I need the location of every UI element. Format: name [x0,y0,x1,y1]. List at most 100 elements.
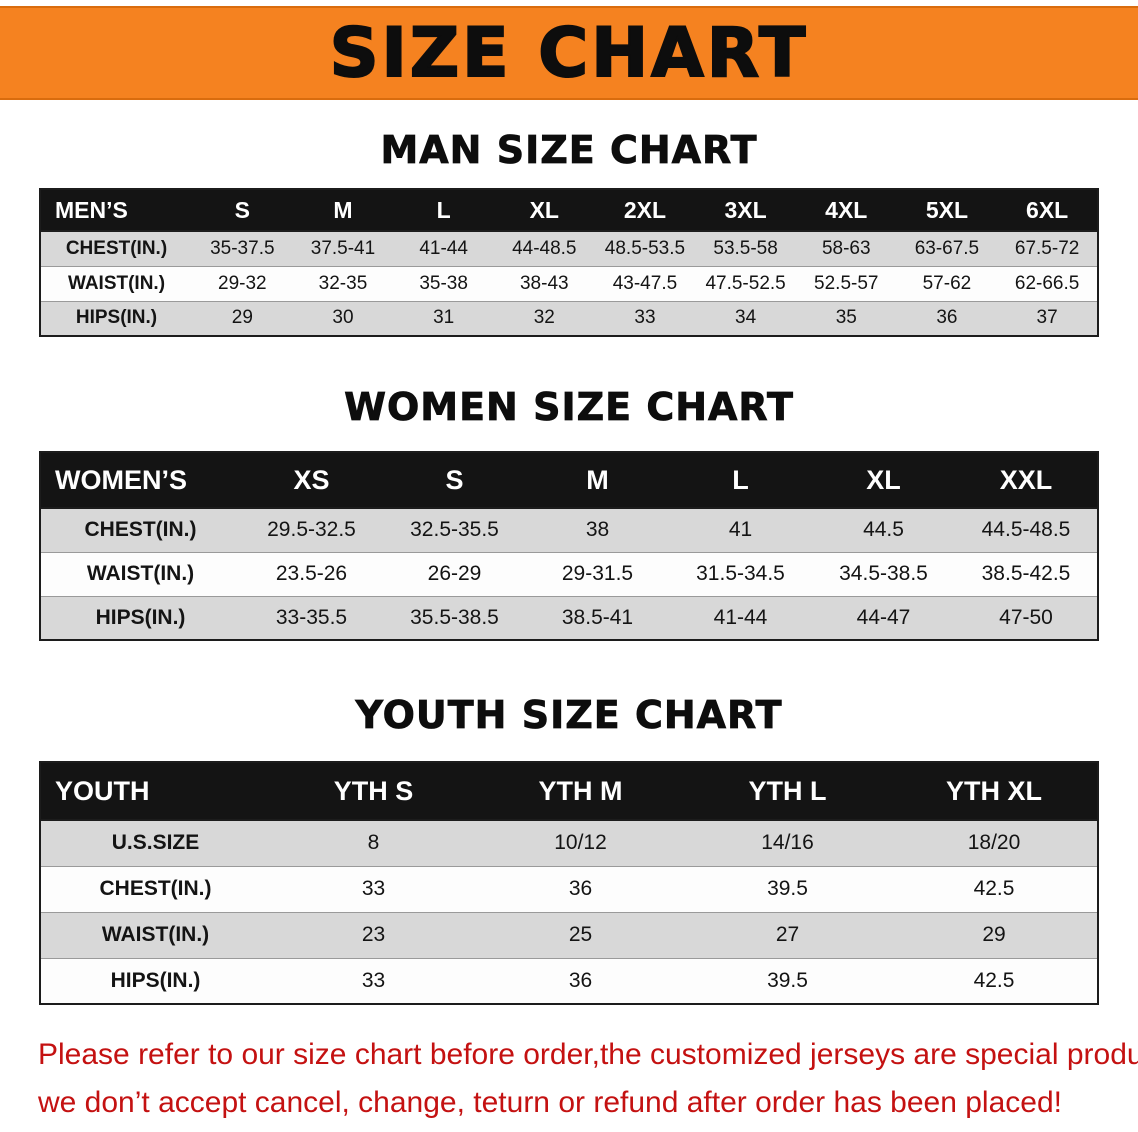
value-cell: 35 [795,301,897,337]
table-row: WAIST(IN.) 29-32 32-35 35-38 38-43 43-47.5 47.… [40,266,1098,302]
table-header-row: WOMEN’S XS S M L XL XXL [40,452,1098,509]
size-header-cell: 2XL [594,189,696,232]
table-row: WAIST(IN.) 23 25 27 29 [40,912,1098,959]
value-cell: 44-48.5 [493,231,595,267]
section-women: WOMEN SIZE CHART WOMEN’S XS S M L XL XXL CHEST(… [0,385,1138,641]
table-row: CHEST(IN.) 35-37.5 37.5-41 41-44 44-48.5 48.5… [40,231,1098,267]
value-cell: 57-62 [896,266,998,302]
size-header-cell: L [393,189,494,232]
value-cell: 35-38 [393,266,494,302]
value-cell: 36 [477,866,684,913]
table-row: CHEST(IN.) 33 36 39.5 42.5 [40,866,1098,913]
value-cell: 37.5-41 [292,231,394,267]
value-cell: 44.5-48.5 [955,508,1098,553]
size-header-cell: L [669,452,812,509]
value-cell: 23.5-26 [240,552,383,597]
value-cell: 32 [493,301,595,337]
size-header-cell: M [292,189,394,232]
value-cell: 33 [270,866,477,913]
youth-size-table: YOUTH YTH S YTH M YTH L YTH XL U.S.SIZE 8 10/12… [39,761,1099,1005]
value-cell: 36 [477,958,684,1005]
value-cell: 47-50 [955,596,1098,641]
value-cell: 42.5 [891,866,1098,913]
value-cell: 10/12 [477,820,684,867]
size-header-cell: 6XL [997,189,1098,232]
men-section-heading: MAN SIZE CHART [380,128,758,173]
value-cell: 29-31.5 [526,552,669,597]
value-cell: 29 [891,912,1098,959]
size-header-cell: YTH XL [891,762,1098,821]
table-header-row: YOUTH YTH S YTH M YTH L YTH XL [40,762,1098,821]
size-header-cell: S [192,189,293,232]
table-row: WAIST(IN.) 23.5-26 26-29 29-31.5 31.5-34.5 34… [40,552,1098,597]
value-cell: 38-43 [493,266,595,302]
table-title-cell: WOMEN’S [40,452,240,509]
row-label-cell: HIPS(IN.) [40,301,192,337]
size-header-cell: YTH S [270,762,477,821]
value-cell: 44-47 [812,596,955,641]
value-cell: 63-67.5 [896,231,998,267]
size-header-cell: M [526,452,669,509]
value-cell: 38 [526,508,669,553]
value-cell: 35.5-38.5 [383,596,526,641]
row-label-cell: U.S.SIZE [40,820,270,867]
table-title-cell: MEN’S [40,189,192,232]
value-cell: 23 [270,912,477,959]
value-cell: 38.5-42.5 [955,552,1098,597]
value-cell: 62-66.5 [997,266,1098,302]
size-header-cell: 4XL [795,189,897,232]
size-header-cell: XXL [955,452,1098,509]
row-label-cell: WAIST(IN.) [40,912,270,959]
value-cell: 31.5-34.5 [669,552,812,597]
value-cell: 29-32 [192,266,293,302]
value-cell: 27 [684,912,891,959]
value-cell: 67.5-72 [997,231,1098,267]
value-cell: 39.5 [684,866,891,913]
value-cell: 53.5-58 [695,231,796,267]
value-cell: 52.5-57 [795,266,897,302]
footnote-line-2: we don’t accept cancel, change, teturn o… [38,1086,1062,1119]
value-cell: 38.5-41 [526,596,669,641]
mens-size-table: MEN’S S M L XL 2XL 3XL 4XL 5XL 6XL CHEST(IN.) 35-37… [39,188,1099,337]
value-cell: 37 [997,301,1098,337]
value-cell: 31 [393,301,494,337]
footnote-line-1: Please refer to our size chart before or… [38,1038,1138,1071]
value-cell: 26-29 [383,552,526,597]
table-row: U.S.SIZE 8 10/12 14/16 18/20 [40,820,1098,867]
value-cell: 8 [270,820,477,867]
value-cell: 30 [292,301,394,337]
table-header-row: MEN’S S M L XL 2XL 3XL 4XL 5XL 6XL [40,189,1098,232]
value-cell: 44.5 [812,508,955,553]
banner: SIZE CHART [0,6,1138,100]
value-cell: 34.5-38.5 [812,552,955,597]
value-cell: 32-35 [292,266,394,302]
women-section-heading: WOMEN SIZE CHART [344,385,794,430]
value-cell: 14/16 [684,820,891,867]
table-row: CHEST(IN.) 29.5-32.5 32.5-35.5 38 41 44.5 44.5… [40,508,1098,553]
value-cell: 42.5 [891,958,1098,1005]
value-cell: 41 [669,508,812,553]
value-cell: 33 [594,301,696,337]
row-label-cell: HIPS(IN.) [40,958,270,1005]
value-cell: 36 [896,301,998,337]
value-cell: 29 [192,301,293,337]
table-row: HIPS(IN.) 33-35.5 35.5-38.5 38.5-41 41-44 44-… [40,596,1098,641]
value-cell: 41-44 [669,596,812,641]
size-header-cell: YTH M [477,762,684,821]
table-title-cell: YOUTH [40,762,270,821]
value-cell: 48.5-53.5 [594,231,696,267]
row-label-cell: CHEST(IN.) [40,866,270,913]
footnote: Please refer to our size chart before or… [38,1031,1138,1127]
womens-size-table: WOMEN’S XS S M L XL XXL CHEST(IN.) 29.5-32.5 32.5… [39,451,1099,641]
size-header-cell: XL [812,452,955,509]
value-cell: 41-44 [393,231,494,267]
youth-section-heading: YOUTH SIZE CHART [355,693,783,738]
value-cell: 35-37.5 [192,231,293,267]
row-label-cell: CHEST(IN.) [40,508,240,553]
value-cell: 18/20 [891,820,1098,867]
value-cell: 29.5-32.5 [240,508,383,553]
value-cell: 32.5-35.5 [383,508,526,553]
size-header-cell: XL [493,189,595,232]
row-label-cell: WAIST(IN.) [40,266,192,302]
